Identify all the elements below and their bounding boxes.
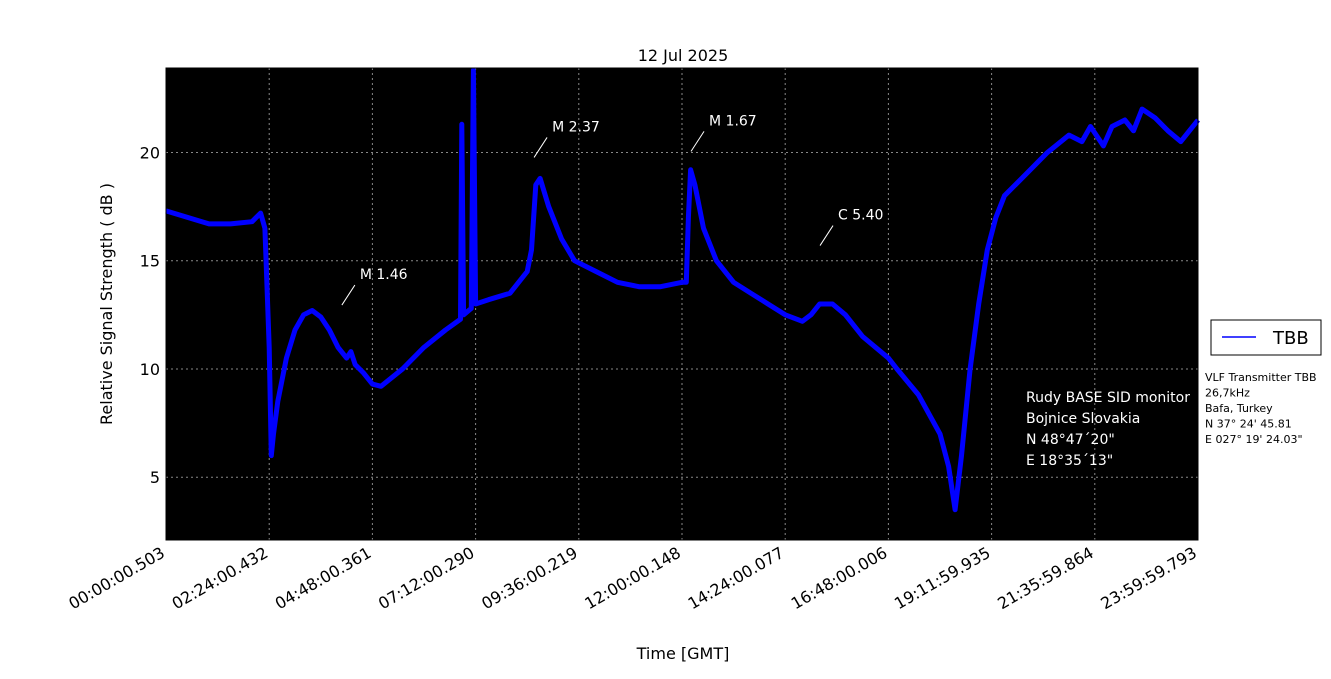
annotation: C 5.40 [838, 208, 883, 224]
annotation: M 1.67 [709, 113, 757, 129]
annotation-arrow [341, 284, 356, 306]
transmitter-info: E 027° 19' 24.03" [1205, 433, 1303, 446]
station-info: N 48°47´20" [1026, 432, 1115, 448]
plot-frame [165, 67, 1199, 541]
station-info: Bojnice Slovakia [1026, 411, 1140, 427]
x-tick-label: 02:24:00.432 [169, 543, 272, 613]
transmitter-info: 26,7kHz [1205, 387, 1250, 400]
x-tick-label: 12:00:00.148 [581, 543, 684, 613]
transmitter-info: VLF Transmitter TBB [1205, 371, 1317, 384]
x-tick-label: 09:36:00.219 [478, 543, 581, 613]
x-tick-label: 19:11:59.935 [891, 543, 994, 613]
y-axis-label: Relative Signal Strength ( dB ) [97, 183, 116, 425]
annotation: M 2.37 [552, 119, 600, 135]
signal-line [165, 67, 1200, 513]
y-tick-label: 5 [150, 468, 160, 487]
y-tick-label: 10 [140, 360, 160, 379]
x-tick-label: 14:24:00.077 [685, 543, 788, 613]
x-tick-label: 23:59:59.793 [1097, 543, 1200, 613]
transmitter-info: N 37° 24' 45.81 [1205, 418, 1292, 431]
annotation-arrow [819, 225, 834, 246]
x-tick-label: 21:35:59.864 [994, 543, 1097, 613]
station-info: Rudy BASE SID monitor [1026, 390, 1190, 406]
x-axis-label: Time [GMT] [636, 644, 730, 663]
y-tick-label: 20 [140, 143, 160, 162]
x-tick-label: 16:48:00.006 [788, 543, 891, 613]
annotation-arrow [533, 137, 548, 158]
chart-title: 12 Jul 2025 [638, 46, 729, 65]
x-tick-label: 07:12:00.290 [375, 543, 478, 613]
x-tick-label: 04:48:00.361 [272, 543, 375, 613]
annotation: M 1.46 [360, 267, 408, 283]
y-tick-label: 15 [140, 252, 160, 271]
x-tick-label: 00:00:00.503 [65, 543, 168, 613]
station-info: E 18°35´13" [1026, 453, 1113, 469]
transmitter-info: Bafa, Turkey [1205, 402, 1273, 415]
legend-label: TBB [1272, 328, 1309, 349]
annotation-arrow [690, 131, 705, 152]
